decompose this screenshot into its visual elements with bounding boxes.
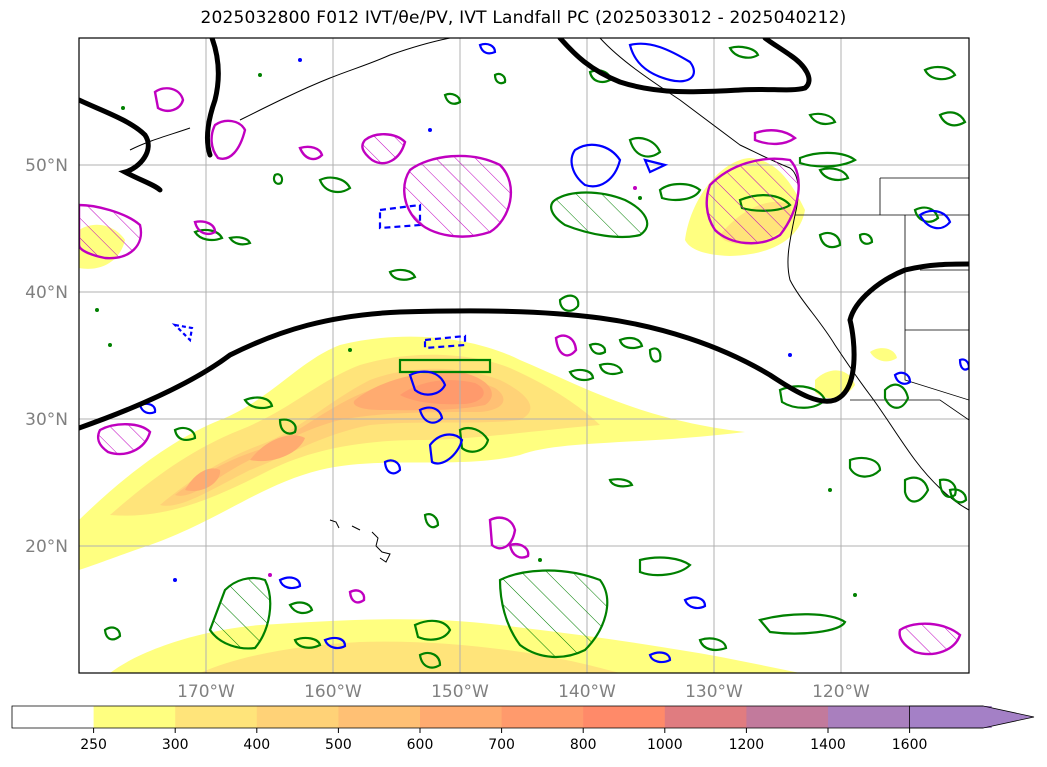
lat-label-20: 20°N: [25, 537, 68, 557]
colorbar-box: [93, 706, 176, 728]
lon-label-120w: 120°W: [812, 682, 870, 702]
ivt-threshold-lines: [79, 38, 969, 431]
colorbar-tick-label: 1000: [647, 737, 683, 753]
lon-label-160w: 160°W: [304, 682, 362, 702]
colorbar-tick-label: 1400: [810, 737, 846, 753]
colorbar-tick-label: 400: [243, 737, 270, 753]
map-title: 2025032800 F012 IVT/θe/PV, IVT Landfall …: [200, 8, 847, 28]
colorbar-ticks: 250 300 400 500 600 700 800 1000 1200 1400 1600: [80, 728, 927, 753]
colorbar-tick-label: 700: [488, 737, 515, 753]
colorbar-tick-label: 1600: [892, 737, 928, 753]
colorbar-box: [420, 706, 503, 728]
colorbar-tick-label: 1200: [729, 737, 765, 753]
lon-label-150w: 150°W: [431, 682, 489, 702]
colorbar-tick-label: 300: [162, 737, 189, 753]
landfall-pc-contours: [79, 87, 962, 656]
coastlines: [129, 38, 969, 563]
colorbar-box: [175, 706, 258, 728]
colorbar-box: [12, 706, 95, 728]
colorbar-box: [501, 706, 584, 728]
latitude-labels: 50°N 40°N 30°N 20°N: [25, 156, 68, 557]
colorbar-box: [828, 706, 911, 728]
lon-label-130w: 130°W: [685, 682, 743, 702]
colorbar-box: [746, 706, 829, 728]
colorbar-box: [664, 706, 747, 728]
colorbar-tick-label: 500: [325, 737, 352, 753]
lon-label-170w: 170°W: [177, 682, 235, 702]
longitude-labels: 170°W 160°W 150°W 140°W 130°W 120°W: [177, 682, 870, 702]
colorbar-box: [256, 706, 339, 728]
colorbar-outline: [11, 705, 984, 729]
lat-label-30: 30°N: [25, 410, 68, 430]
colorbar-box: [583, 706, 666, 728]
colorbar-box: [338, 706, 421, 728]
colorbar-extend-arrow: [909, 705, 1035, 729]
colorbar-tick-label: 250: [80, 737, 107, 753]
lat-label-40: 40°N: [25, 283, 68, 303]
lon-label-140w: 140°W: [558, 682, 616, 702]
colorbar-tick-label: 800: [570, 737, 597, 753]
colorbar-tick-label: 600: [407, 737, 434, 753]
scattered-speckles: [95, 58, 857, 597]
map-frame: [78, 37, 970, 674]
ivt-shading: [79, 158, 897, 673]
map-plot-area[interactable]: [79, 38, 969, 673]
thetae-contours: [103, 45, 968, 669]
colorbar-boxes: [11, 705, 1035, 729]
colorbar: 250 300 400 500 600 700 800 1000 1200 1400 1600: [11, 705, 1035, 753]
lat-label-50: 50°N: [25, 156, 68, 176]
